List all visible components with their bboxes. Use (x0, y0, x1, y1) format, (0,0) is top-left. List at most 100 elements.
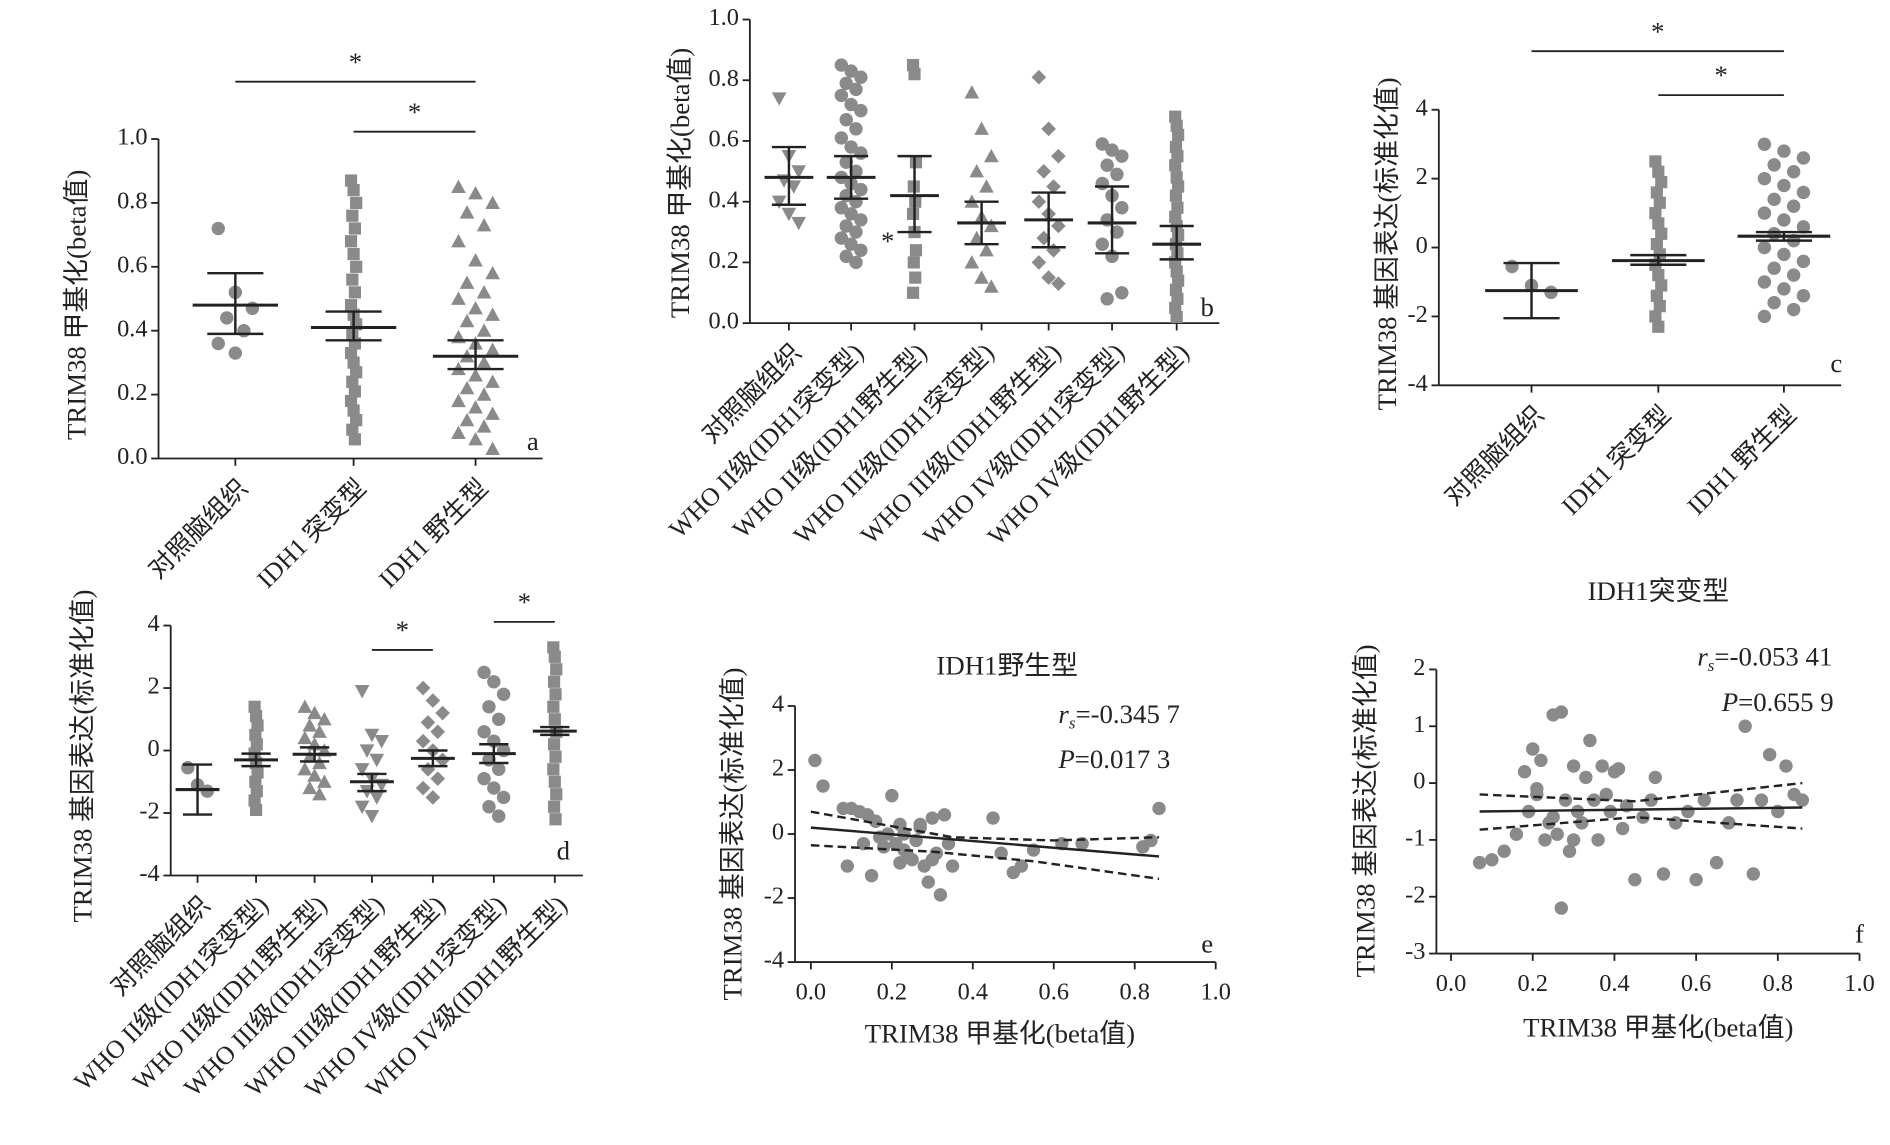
data-point (415, 680, 431, 696)
data-point (1786, 302, 1801, 317)
data-point (181, 761, 195, 775)
data-point (1599, 787, 1613, 802)
data-point (1796, 254, 1811, 269)
data-point (451, 179, 466, 194)
data-point (1777, 144, 1791, 158)
data-point (854, 146, 868, 160)
data-point (1777, 247, 1791, 262)
y-tick-label: 0.0 (117, 443, 147, 470)
data-point (459, 205, 475, 219)
data-point (925, 811, 940, 825)
data-point (1649, 206, 1662, 220)
data-point (1051, 276, 1066, 291)
significance-label: * (1651, 16, 1664, 46)
data-point (1796, 151, 1811, 165)
y-tick-label: 4 (772, 691, 784, 718)
data-point (547, 763, 560, 776)
data-point (485, 374, 500, 388)
data-point (844, 237, 858, 251)
data-point (979, 242, 994, 257)
y-axis-label: TRIM38 基因表达(标准化值) (68, 590, 98, 923)
data-point (468, 368, 483, 382)
data-point (1757, 275, 1772, 289)
data-point (492, 809, 506, 823)
data-point (1562, 844, 1577, 858)
data-point (415, 733, 431, 749)
data-point (1767, 261, 1781, 275)
panel-letter: d (557, 836, 571, 866)
panel-letter: c (1830, 348, 1842, 378)
data-point (849, 122, 863, 136)
data-point (834, 88, 849, 103)
stat-r: rs=-0.053 41 (1697, 642, 1832, 675)
data-point (1566, 833, 1581, 847)
data-point (1655, 227, 1668, 240)
data-point (1786, 199, 1801, 213)
x-axis-label: TRIM38 甲基化(beta值) (865, 1019, 1135, 1049)
data-point (1697, 793, 1711, 807)
data-point (374, 735, 389, 749)
data-point (1650, 186, 1663, 199)
data-point (297, 761, 313, 776)
data-point (250, 738, 263, 751)
data-point (477, 725, 491, 739)
data-point (1757, 171, 1772, 186)
y-tick-label: -2 (1408, 301, 1428, 328)
data-point (994, 846, 1008, 860)
stat-p: P=0.017 3 (1057, 744, 1170, 774)
data-point (834, 201, 849, 215)
data-point (346, 209, 359, 222)
data-point (346, 375, 359, 388)
data-point (1777, 213, 1791, 227)
data-point (302, 718, 318, 732)
x-tick-label: 0.0 (1436, 970, 1466, 997)
data-point (1152, 801, 1166, 816)
data-point (1644, 793, 1658, 807)
data-point (1110, 167, 1124, 182)
y-axis-label: TRIM38 甲基化(beta值) (665, 48, 695, 318)
data-point (468, 301, 483, 315)
data-point (1554, 901, 1569, 915)
data-point (897, 827, 911, 841)
data-point (1628, 872, 1642, 887)
y-tick-label: 0 (772, 819, 784, 846)
data-point (496, 687, 511, 701)
data-point (1603, 804, 1618, 819)
data-point (1757, 137, 1772, 151)
data-point (476, 217, 492, 232)
y-tick-label: 4 (148, 610, 160, 637)
data-point (849, 225, 863, 239)
data-point (1681, 804, 1695, 819)
data-point (344, 174, 358, 187)
data-point (344, 299, 358, 312)
data-point (1653, 196, 1666, 209)
y-tick-label: 0.4 (117, 315, 147, 342)
data-point (344, 235, 358, 248)
data-point (476, 419, 492, 433)
data-point (1652, 165, 1665, 178)
data-point (364, 728, 380, 743)
data-point (312, 724, 327, 738)
data-point (249, 710, 263, 723)
data-point (945, 859, 960, 873)
data-point (468, 253, 483, 267)
data-point (425, 693, 441, 708)
data-point (1534, 753, 1548, 768)
data-point (849, 164, 863, 179)
panel-letter: b (1200, 292, 1213, 322)
data-point (1777, 178, 1791, 193)
data-point (844, 140, 858, 154)
data-point (1051, 218, 1066, 234)
data-point (547, 738, 561, 751)
data-point (1115, 201, 1129, 215)
data-point (1105, 143, 1119, 157)
data-point (905, 852, 919, 867)
data-point (908, 68, 921, 81)
x-tick-label: 0.8 (1119, 978, 1149, 1005)
data-point (854, 103, 868, 118)
data-point (350, 260, 363, 273)
data-point (1757, 206, 1772, 220)
data-point (451, 291, 466, 305)
y-tick-label: -3 (1405, 938, 1425, 965)
data-point (1031, 255, 1047, 270)
